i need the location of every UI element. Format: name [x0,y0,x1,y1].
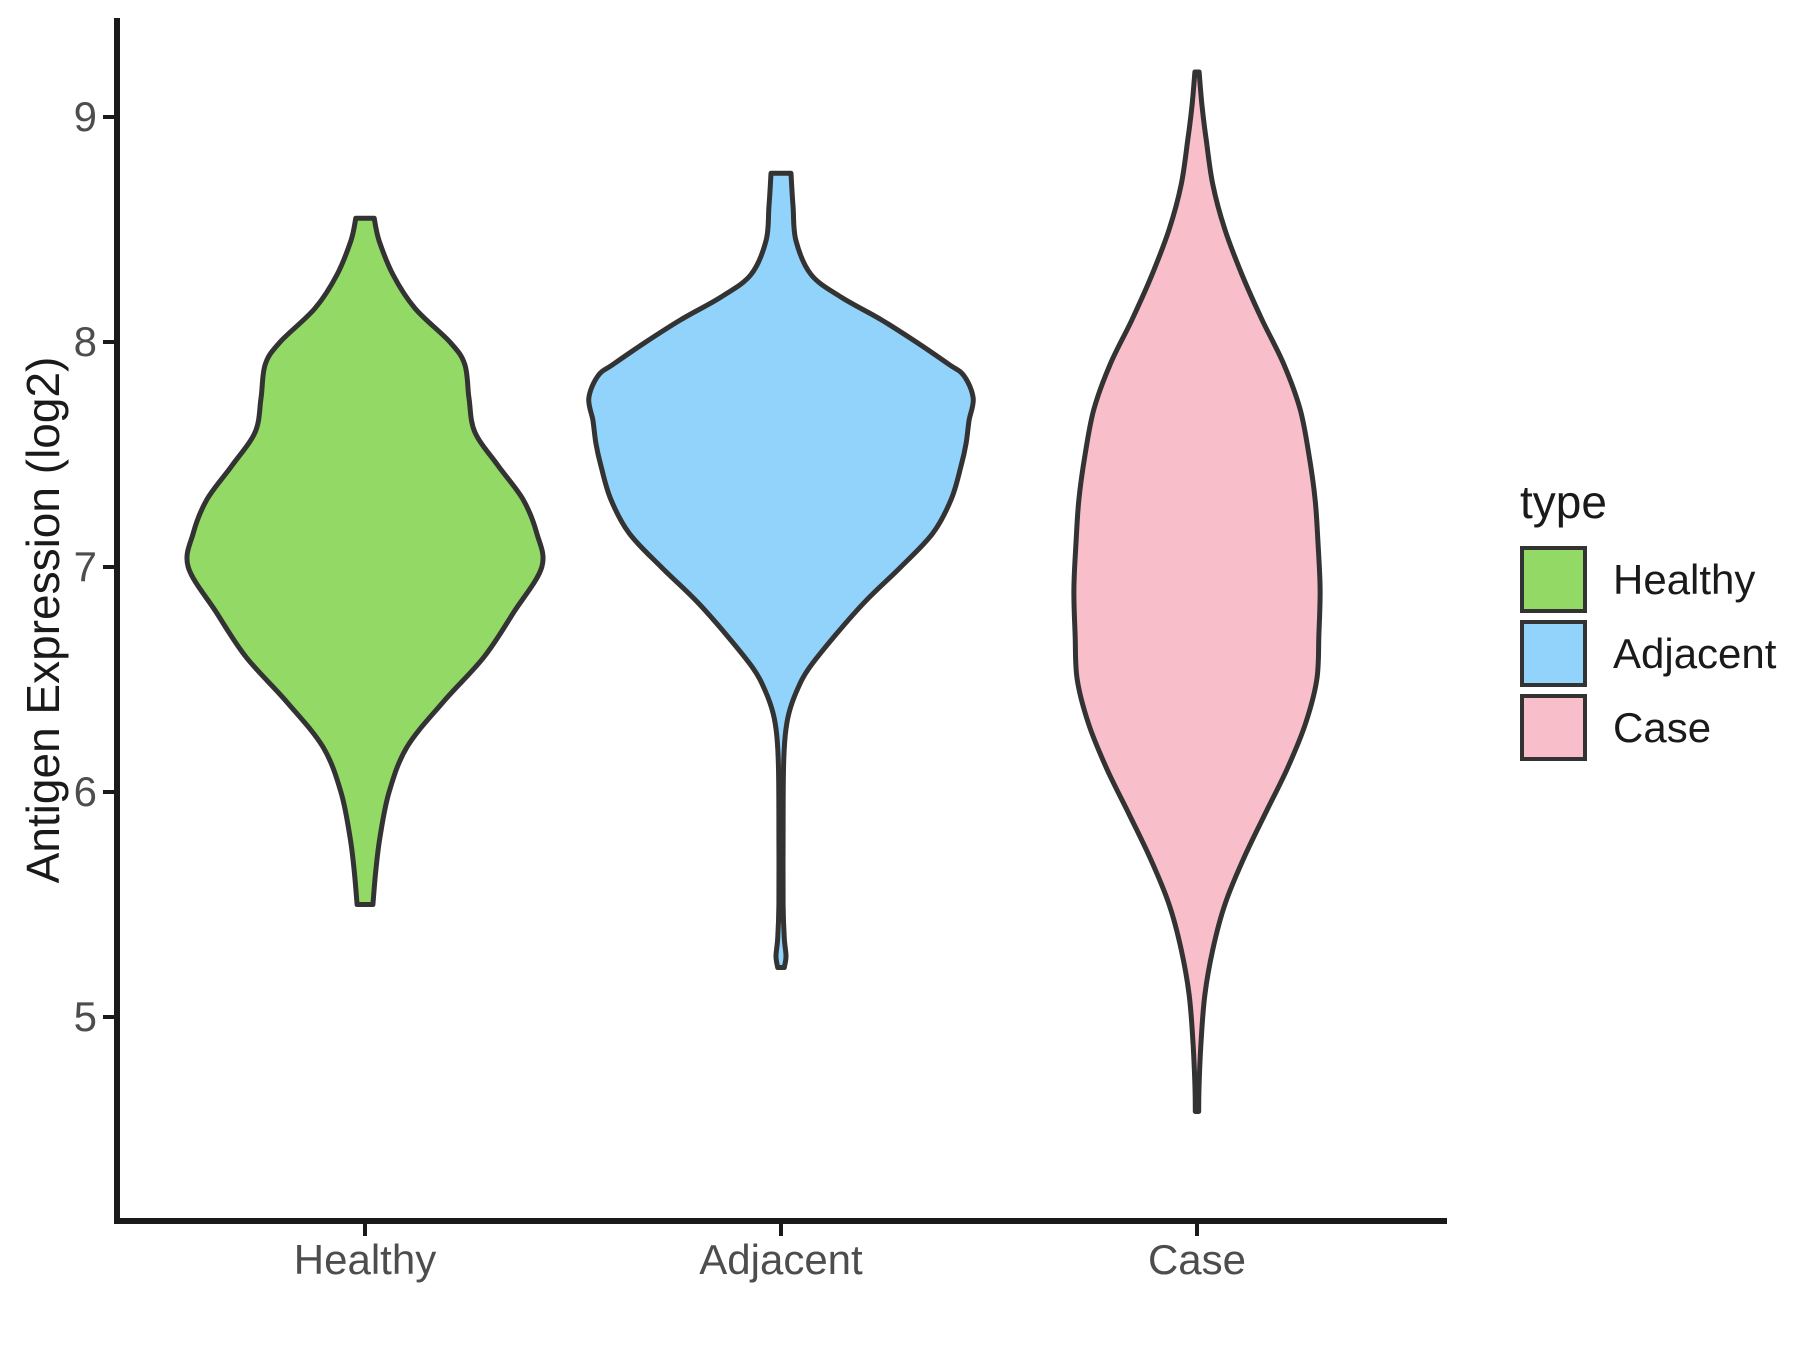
y-tick-label-5: 5 [73,993,97,1040]
legend-label-healthy: Healthy [1613,555,1756,603]
violin-healthy [184,215,546,907]
legend-label-adjacent: Adjacent [1613,629,1777,677]
legend-key-adjacent-swatch [1520,620,1587,687]
y-tick-label-7: 7 [73,543,97,590]
violin-case [1071,69,1323,1114]
x-tick-label-healthy: Healthy [293,1236,437,1283]
legend-key-case-swatch [1520,694,1587,761]
y-axis-title: Antigen Expression (log2) [17,356,69,884]
legend: type Healthy Adjacent Case [1520,478,1776,768]
legend-entry-case: Case [1520,694,1776,761]
legend-entry-healthy: Healthy [1520,546,1776,613]
legend-entry-adjacent: Adjacent [1520,620,1776,687]
legend-title: type [1520,476,1607,528]
x-tick-label-adjacent: Adjacent [699,1236,863,1283]
y-tick-label-8: 8 [73,318,97,365]
y-tick-label-9: 9 [73,93,97,140]
violin-adjacent [586,170,976,970]
legend-key-healthy-swatch [1520,546,1587,613]
x-tick-label-case: Case [1147,1236,1247,1283]
legend-label-case: Case [1613,703,1712,751]
y-tick-label-6: 6 [73,768,97,815]
